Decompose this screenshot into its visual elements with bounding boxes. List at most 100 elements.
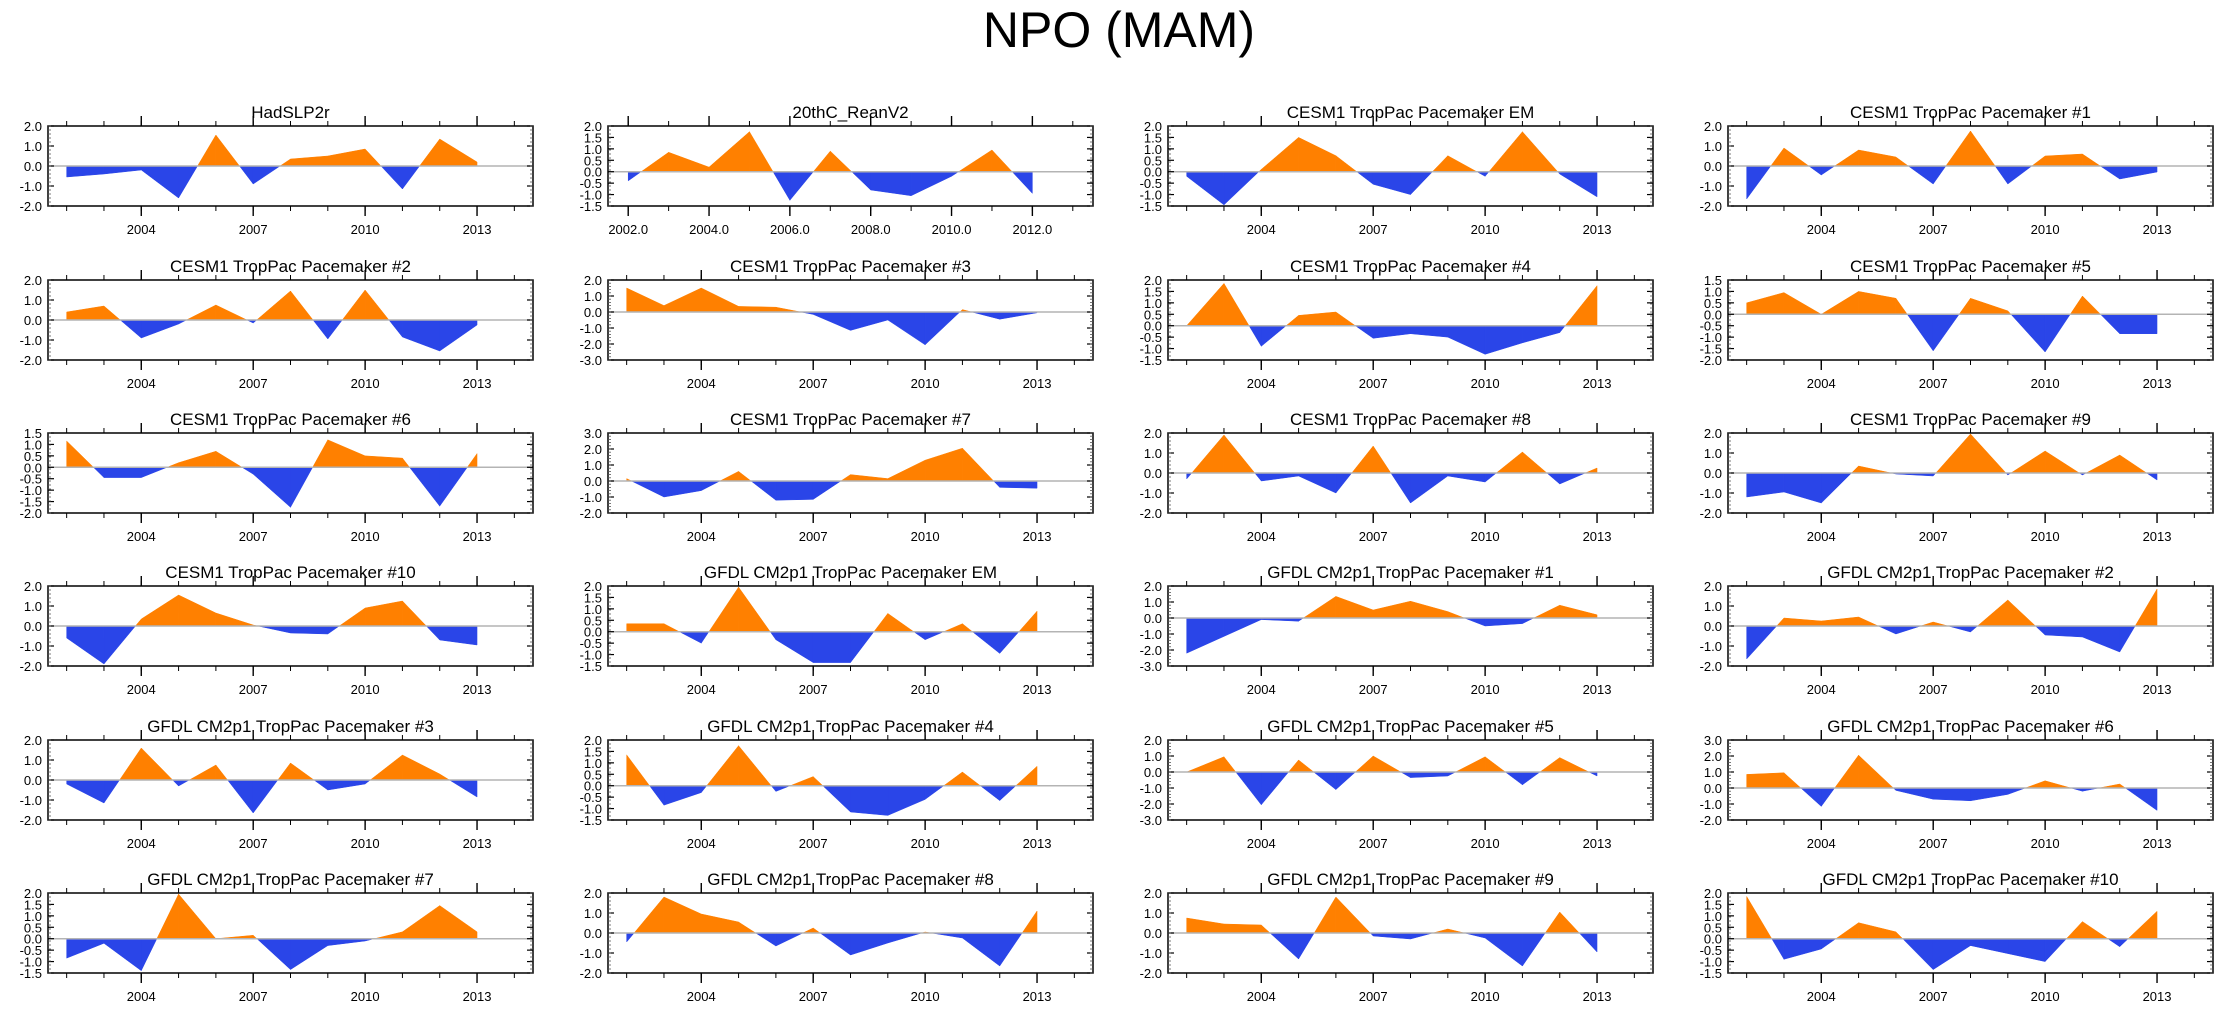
- y-tick-label: 1.0: [24, 139, 42, 154]
- y-tick-label: 0.0: [1704, 932, 1722, 947]
- panel-title: CESM1 TropPac Pacemaker #4: [1290, 257, 1531, 276]
- negative-area: [178, 779, 191, 787]
- positive-area: [215, 304, 248, 321]
- y-tick-label: -1.0: [1700, 330, 1722, 345]
- negative-area: [1410, 171, 1434, 196]
- negative-area: [1800, 787, 1822, 807]
- x-tick-label: 2010: [1471, 836, 1500, 851]
- negative-area: [924, 631, 944, 641]
- panel-title: GFDL CM2p1 TropPac Pacemaker #7: [147, 870, 434, 889]
- negative-area: [1372, 171, 1411, 195]
- x-tick-label: 2010: [911, 529, 940, 544]
- x-tick-label: 2013: [463, 989, 492, 1004]
- x-tick-label: 2007: [799, 682, 828, 697]
- negative-area: [290, 467, 314, 509]
- positive-area: [1431, 155, 1449, 172]
- panel: CESM1 TropPac Pacemaker #5 1.51.00.50.0-0…: [1700, 257, 2214, 391]
- positive-area: [1495, 451, 1523, 474]
- negative-area: [2099, 165, 2120, 180]
- negative-area: [887, 785, 926, 816]
- positive-area: [364, 600, 403, 627]
- y-tick-label: -1.0: [20, 483, 42, 498]
- x-tick-label: 2010: [351, 989, 380, 1004]
- positive-area: [1776, 617, 1785, 627]
- panel: CESM1 TropPac Pacemaker #32.01.00.0-1.0-…: [580, 257, 1094, 391]
- positive-area: [840, 474, 851, 482]
- y-tick-label: 0.0: [584, 165, 602, 180]
- positive-area: [812, 150, 831, 172]
- positive-area: [701, 913, 739, 934]
- x-tick-label: 2004: [687, 682, 716, 697]
- negative-area: [1522, 771, 1541, 786]
- positive-area: [626, 623, 665, 632]
- y-tick-label: -1.0: [1700, 955, 1722, 970]
- y-tick-label: 2.0: [584, 579, 602, 594]
- negative-area: [851, 171, 871, 191]
- positive-area: [178, 450, 217, 468]
- positive-area: [1835, 922, 1859, 939]
- y-tick-label: -2.0: [20, 506, 42, 521]
- negative-area: [2119, 938, 2129, 948]
- positive-area: [1335, 896, 1371, 934]
- y-tick-label: -1.0: [580, 946, 602, 961]
- x-tick-label: 2010: [2031, 529, 2060, 544]
- y-tick-label: -2.0: [20, 813, 42, 828]
- y-tick-label: -2.0: [580, 337, 602, 352]
- y-tick-label: 0.0: [24, 460, 42, 475]
- positive-area: [706, 744, 739, 786]
- positive-area: [364, 455, 403, 468]
- panel: GFDL CM2p1 TropPac Pacemaker #9 2.0 1.0 0.0…: [1140, 870, 1654, 1004]
- y-tick-label: 0.0: [24, 619, 42, 634]
- y-tick-label: -1.0: [1140, 486, 1162, 501]
- y-tick-label: 1.0: [24, 599, 42, 614]
- y-tick-label: 1.0: [584, 756, 602, 771]
- negative-area: [627, 171, 642, 182]
- panel-title: CESM1 TropPac Pacemaker #9: [1850, 410, 2091, 429]
- y-tick-label: 0.0: [1144, 765, 1162, 780]
- y-tick-label: 3.0: [584, 426, 602, 441]
- negative-area: [1783, 472, 1822, 504]
- y-tick-label: -0.5: [580, 176, 602, 191]
- y-tick-label: 0.0: [584, 625, 602, 640]
- positive-area: [1335, 311, 1357, 326]
- y-tick-label: -0.5: [20, 943, 42, 958]
- negative-area: [924, 311, 961, 346]
- y-tick-label: 2.0: [1144, 119, 1162, 134]
- x-tick-label: 2004: [1247, 682, 1276, 697]
- positive-area: [1559, 911, 1580, 934]
- x-tick-label: 2004: [127, 836, 156, 851]
- x-tick-label: 2007: [1919, 222, 1948, 237]
- x-tick-label: 2013: [1583, 376, 1612, 391]
- panel-title: HadSLP2r: [251, 103, 330, 122]
- negative-area: [971, 631, 1000, 654]
- x-tick-label: 2004: [687, 836, 716, 851]
- x-tick-label: 2010: [911, 989, 940, 1004]
- negative-area: [380, 165, 403, 190]
- negative-area: [1484, 325, 1523, 355]
- positive-area: [1372, 600, 1411, 619]
- positive-area: [668, 151, 710, 172]
- negative-area: [1522, 325, 1560, 344]
- negative-area: [770, 785, 777, 793]
- y-tick-label: -0.5: [1140, 176, 1162, 191]
- x-tick-label: 2013: [1023, 529, 1052, 544]
- negative-area: [327, 779, 366, 791]
- panel-title: CESM1 TropPac Pacemaker #5: [1850, 257, 2091, 276]
- negative-area: [887, 932, 922, 944]
- x-tick-label: 2007: [1359, 376, 1388, 391]
- negative-area: [1186, 472, 1193, 480]
- x-tick-label: 2007: [1919, 836, 1948, 851]
- negative-area: [1906, 314, 1934, 352]
- negative-area: [1335, 472, 1353, 494]
- positive-area: [402, 600, 427, 627]
- negative-area: [1261, 325, 1287, 347]
- positive-area: [364, 148, 382, 167]
- y-tick-label: 2.0: [24, 886, 42, 901]
- panel: 20thC_ReanV2 2.01.51.00.50.0-0.5-1.0-1.5 2…: [580, 103, 1094, 237]
- positive-area: [790, 776, 814, 786]
- y-tick-label: -1.0: [20, 955, 42, 970]
- positive-area: [1895, 297, 1908, 315]
- y-tick-label: -2.0: [580, 506, 602, 521]
- negative-area: [290, 938, 329, 971]
- negative-area: [252, 467, 291, 508]
